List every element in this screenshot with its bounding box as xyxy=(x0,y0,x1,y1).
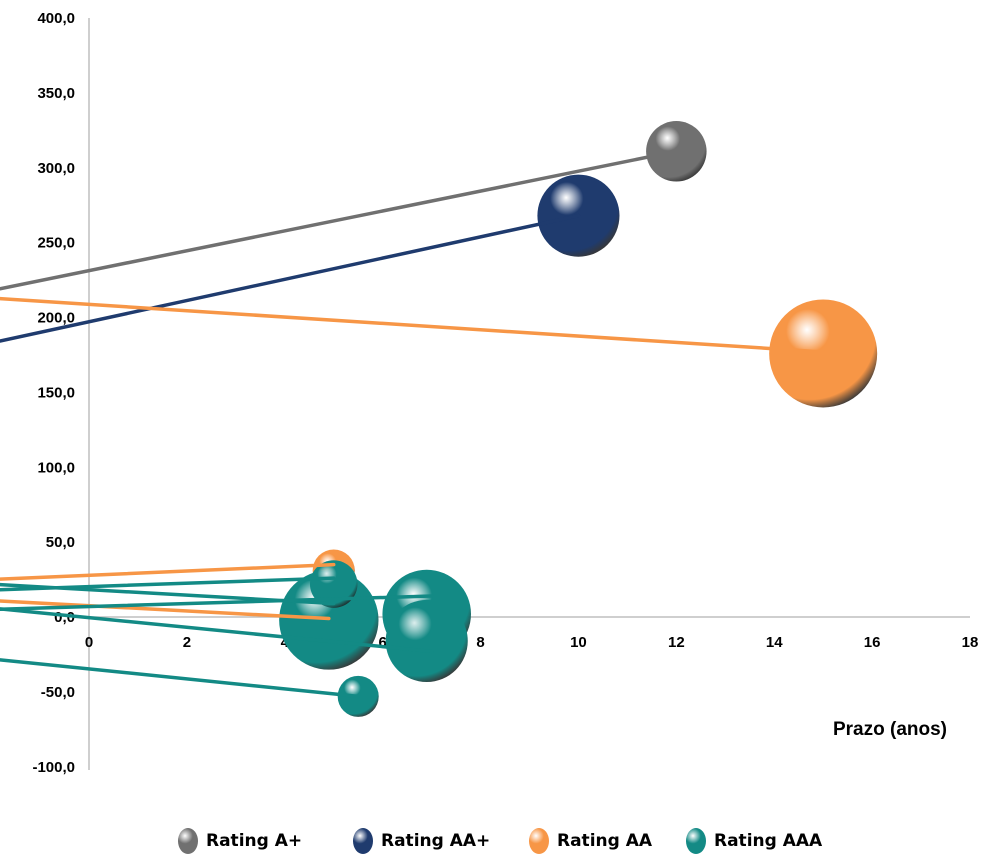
y-tick-labels: 400,0350,0300,0250,0200,0150,0100,050,00… xyxy=(32,10,75,776)
x-tick-label: 6 xyxy=(378,634,386,651)
x-tick-label: 0 xyxy=(85,634,93,651)
y-tick-label: 200,0 xyxy=(37,310,75,327)
trend-line xyxy=(0,658,360,699)
y-tick-label: 400,0 xyxy=(37,10,75,27)
x-tick-label: 2 xyxy=(183,634,191,651)
legend-item-rating-aaa: Rating AAA xyxy=(686,826,822,856)
trend-line xyxy=(0,149,679,291)
trend-line xyxy=(0,594,434,611)
legend-swatch-icon xyxy=(353,828,373,854)
legend-item-rating-aa-plus: Rating AA+ xyxy=(353,826,490,856)
bubble-chart: 400,0 350,0 300,0 250,0 200,0 150,0 100,0 50,0 0… xyxy=(0,10,979,776)
legend-swatch-icon xyxy=(178,828,198,854)
legend-item-rating-aa: Rating AA xyxy=(529,826,652,856)
x-tick-label: 16 xyxy=(864,634,881,651)
legend-label: Rating A+ xyxy=(206,831,303,851)
legend-swatch-icon xyxy=(686,828,706,854)
trend-line xyxy=(0,599,331,621)
y-tick-label: 250,0 xyxy=(37,235,75,252)
x-tick-label: 18 xyxy=(962,634,979,651)
x-tick-label: 10 xyxy=(570,634,587,651)
trend-line xyxy=(0,296,825,354)
x-axis-title: Prazo (anos) xyxy=(833,719,947,740)
x-tick-labels: 024681012141618 xyxy=(85,634,979,651)
trend-line xyxy=(0,607,434,654)
legend-label: Rating AA+ xyxy=(381,831,491,851)
bubble-rating-aaa xyxy=(385,599,468,683)
x-tick-label: 14 xyxy=(766,634,783,651)
legend-label: Rating AA xyxy=(557,831,653,851)
bubbles xyxy=(279,121,878,717)
x-tick-label: 12 xyxy=(668,634,685,651)
legend-label: Rating AAA xyxy=(714,831,823,851)
y-tick-label: 100,0 xyxy=(37,459,75,476)
legend-swatch-icon xyxy=(529,828,549,854)
y-tick-label: 150,0 xyxy=(37,384,75,401)
trend-lines xyxy=(0,149,825,699)
trend-line xyxy=(0,562,336,581)
x-tick-label: 8 xyxy=(476,634,484,651)
y-tick-label: 350,0 xyxy=(37,85,75,102)
y-tick-label: 50,0 xyxy=(46,534,75,551)
y-tick-label: -100,0 xyxy=(32,759,75,776)
bubble-rating-aaa xyxy=(309,560,358,608)
legend: Rating A+ Rating AA+ Rating AA Rating AA… xyxy=(0,826,984,856)
trend-line xyxy=(0,213,581,343)
legend-item-rating-a-plus: Rating A+ xyxy=(178,826,302,856)
y-tick-label: 300,0 xyxy=(37,160,75,177)
y-tick-label: -50,0 xyxy=(41,684,75,701)
